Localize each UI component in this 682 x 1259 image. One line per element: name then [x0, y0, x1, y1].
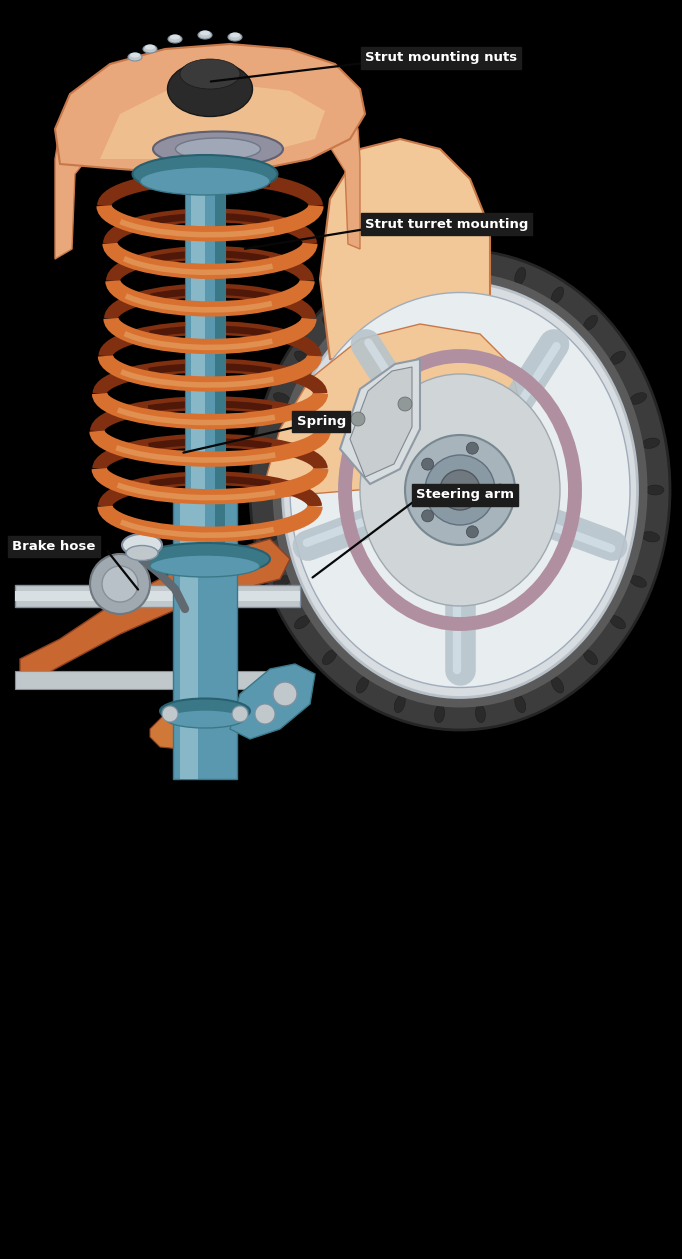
Ellipse shape: [230, 33, 240, 38]
Ellipse shape: [642, 438, 659, 448]
Circle shape: [466, 526, 478, 538]
Text: Steering arm: Steering arm: [416, 488, 514, 501]
Ellipse shape: [360, 374, 560, 606]
Ellipse shape: [166, 710, 244, 728]
Ellipse shape: [323, 650, 337, 665]
Circle shape: [466, 442, 478, 454]
Bar: [15, 590, 300, 601]
Circle shape: [425, 454, 495, 525]
Polygon shape: [325, 104, 360, 249]
Circle shape: [421, 510, 434, 522]
Polygon shape: [260, 324, 520, 499]
Ellipse shape: [629, 575, 647, 588]
Polygon shape: [320, 138, 490, 369]
Ellipse shape: [140, 543, 270, 575]
Polygon shape: [100, 84, 325, 159]
Text: Spring: Spring: [297, 415, 346, 428]
Ellipse shape: [434, 705, 445, 723]
Ellipse shape: [610, 616, 625, 630]
Ellipse shape: [629, 393, 647, 404]
Ellipse shape: [153, 131, 283, 166]
Ellipse shape: [261, 531, 278, 543]
Ellipse shape: [273, 393, 291, 404]
Ellipse shape: [282, 282, 638, 697]
Ellipse shape: [394, 267, 405, 285]
Ellipse shape: [180, 59, 240, 89]
Ellipse shape: [168, 35, 182, 43]
Ellipse shape: [160, 699, 250, 724]
Ellipse shape: [583, 650, 597, 665]
Ellipse shape: [170, 34, 180, 39]
Bar: [191, 169, 205, 559]
Ellipse shape: [132, 155, 278, 193]
Circle shape: [232, 706, 248, 721]
Ellipse shape: [228, 33, 242, 42]
Circle shape: [90, 554, 150, 614]
Ellipse shape: [434, 257, 445, 276]
Ellipse shape: [394, 695, 405, 713]
Ellipse shape: [261, 438, 278, 448]
Ellipse shape: [200, 30, 210, 35]
Ellipse shape: [145, 44, 155, 49]
Polygon shape: [350, 368, 412, 477]
Text: Strut mounting nuts: Strut mounting nuts: [365, 52, 517, 64]
Ellipse shape: [475, 705, 486, 723]
Ellipse shape: [642, 531, 659, 543]
Circle shape: [273, 682, 297, 706]
Bar: [215, 169, 225, 559]
Ellipse shape: [475, 257, 486, 276]
Ellipse shape: [198, 31, 212, 39]
Polygon shape: [20, 539, 290, 689]
Polygon shape: [55, 110, 100, 259]
Polygon shape: [55, 44, 365, 174]
Polygon shape: [230, 663, 315, 739]
Bar: [15, 671, 295, 689]
Bar: [15, 585, 300, 607]
Circle shape: [494, 483, 506, 496]
Circle shape: [162, 706, 178, 721]
Ellipse shape: [150, 555, 260, 577]
Circle shape: [398, 397, 412, 410]
Bar: [180, 499, 198, 779]
Ellipse shape: [646, 485, 664, 495]
Ellipse shape: [290, 292, 630, 687]
Ellipse shape: [128, 53, 142, 60]
Ellipse shape: [295, 351, 310, 364]
Text: Brake hose: Brake hose: [12, 540, 95, 553]
Ellipse shape: [143, 45, 157, 53]
Text: Strut turret mounting: Strut turret mounting: [365, 218, 529, 230]
Ellipse shape: [273, 272, 647, 708]
Circle shape: [421, 458, 434, 470]
Ellipse shape: [250, 251, 670, 730]
Ellipse shape: [551, 287, 564, 303]
Polygon shape: [340, 359, 420, 483]
Circle shape: [351, 412, 365, 426]
Ellipse shape: [273, 575, 291, 588]
Ellipse shape: [130, 53, 140, 58]
Circle shape: [405, 436, 515, 545]
Ellipse shape: [168, 62, 252, 117]
Ellipse shape: [122, 534, 162, 556]
Ellipse shape: [610, 351, 625, 364]
Ellipse shape: [515, 695, 526, 713]
Ellipse shape: [126, 545, 158, 560]
Ellipse shape: [583, 315, 597, 330]
Bar: [173, 499, 237, 779]
Ellipse shape: [356, 287, 369, 303]
Ellipse shape: [256, 485, 274, 495]
Ellipse shape: [551, 676, 564, 692]
Circle shape: [102, 567, 138, 602]
Ellipse shape: [175, 138, 261, 160]
Circle shape: [255, 704, 275, 724]
Circle shape: [440, 470, 480, 510]
Ellipse shape: [140, 167, 270, 195]
Polygon shape: [150, 711, 195, 749]
Bar: [185, 169, 225, 559]
Ellipse shape: [515, 267, 526, 285]
Ellipse shape: [323, 315, 337, 330]
Ellipse shape: [356, 676, 369, 692]
Ellipse shape: [295, 616, 310, 630]
